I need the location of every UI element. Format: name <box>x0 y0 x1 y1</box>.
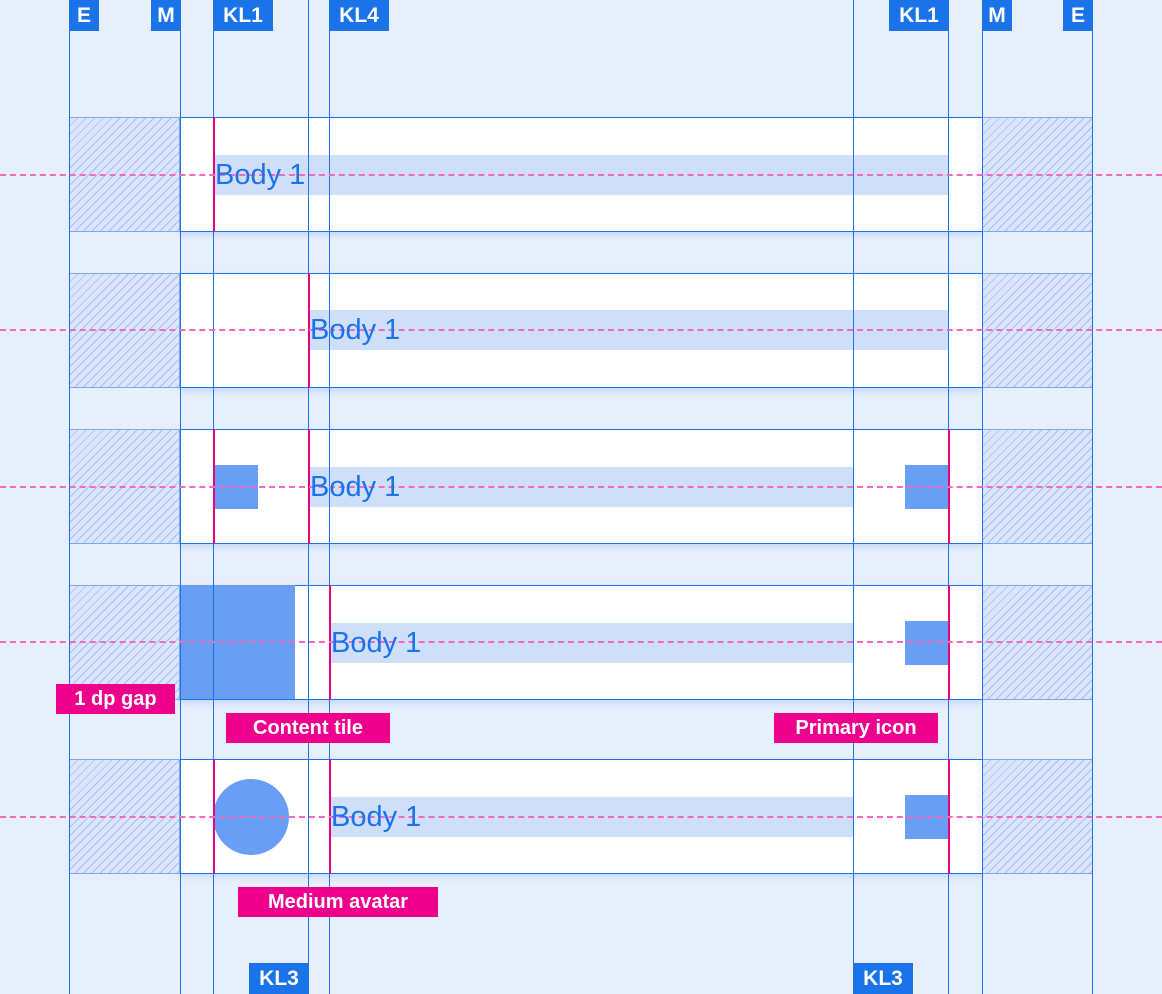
keyline-tag: E <box>69 0 99 31</box>
keyline-tag: KL3 <box>249 963 309 994</box>
body-text: Body 1 <box>331 627 422 659</box>
center-guide <box>0 486 1162 488</box>
body-text: Body 1 <box>310 314 401 346</box>
annotation-gap: 1 dp gap <box>56 684 175 714</box>
keyline-tag: KL3 <box>853 963 913 994</box>
center-guide <box>0 174 1162 176</box>
keyline-tag: M <box>151 0 181 31</box>
keyline-kl3-right <box>853 0 854 994</box>
annotation-primary-icon: Primary icon <box>774 713 938 743</box>
annotation-content-tile: Content tile <box>226 713 390 743</box>
keyline-tag: M <box>982 0 1012 31</box>
keyline-tag: KL1 <box>213 0 273 31</box>
center-guide <box>0 816 1162 818</box>
keyline-tag: KL1 <box>889 0 949 31</box>
center-guide <box>0 641 1162 643</box>
keyline-edge <box>69 0 70 994</box>
body-text: Body 1 <box>310 471 401 503</box>
primary-icon-placeholder <box>905 621 948 665</box>
text-bar <box>329 623 853 663</box>
keyline-edge-right <box>1092 0 1093 994</box>
body-text: Body 1 <box>331 801 422 833</box>
center-guide <box>0 329 1162 331</box>
keyline-margin <box>180 0 181 994</box>
keyline-tag: E <box>1063 0 1093 31</box>
keyline-kl4 <box>329 0 330 994</box>
body-text: Body 1 <box>215 159 306 191</box>
annotation-medium-avatar: Medium avatar <box>238 887 438 917</box>
keyline-tag: KL4 <box>329 0 389 31</box>
keyline-margin-right <box>982 0 983 994</box>
